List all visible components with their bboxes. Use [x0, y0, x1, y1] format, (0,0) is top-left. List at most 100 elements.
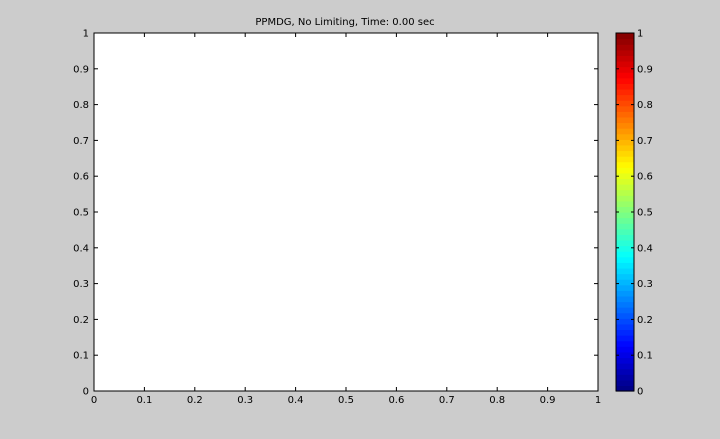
x-tick-label: 0.3 — [237, 395, 253, 406]
colorbar-cell — [616, 256, 634, 263]
colorbar-cell — [616, 184, 634, 191]
colorbar-cell — [616, 195, 634, 202]
colorbar-cell — [616, 206, 634, 213]
colorbar-cell — [616, 144, 634, 152]
y-tick-label: 1 — [83, 29, 89, 40]
colorbar-cell — [616, 335, 634, 342]
colorbar-cell — [616, 245, 634, 252]
colorbar-tick-label: 0.2 — [637, 315, 653, 326]
colorbar-cell — [616, 346, 634, 353]
colorbar-cell — [616, 33, 634, 40]
y-tick-label: 0.6 — [73, 172, 89, 183]
colorbar-cell — [616, 111, 634, 118]
x-tick-label: 0.6 — [388, 395, 404, 406]
y-tick-label: 0.5 — [73, 208, 89, 219]
x-tick-label: 0.5 — [338, 395, 354, 406]
colorbar-cell — [616, 284, 634, 291]
plot-frame — [93, 32, 599, 392]
colorbar-cell — [616, 178, 634, 185]
colorbar-cell — [616, 66, 634, 73]
colorbar-cell — [616, 239, 634, 247]
colorbar-cell — [616, 340, 634, 347]
x-tick-label: 0.7 — [439, 395, 455, 406]
colorbar-tick-label: 0.6 — [637, 172, 653, 183]
colorbar-cell — [616, 44, 634, 51]
colorbar-tick-label: 0.1 — [637, 351, 653, 362]
y-tick-label: 0.9 — [73, 64, 89, 75]
x-tick-label: 1 — [595, 395, 601, 406]
colorbar-cell — [616, 83, 634, 90]
y-tick-label: 0.4 — [73, 243, 89, 254]
colorbar-cell — [616, 318, 634, 325]
colorbar-tick-label: 1 — [637, 29, 643, 40]
colorbar-cell — [616, 379, 634, 387]
colorbar-cell — [616, 323, 634, 331]
x-tick-label: 0.4 — [288, 395, 304, 406]
y-tick-label: 0.1 — [73, 351, 89, 362]
colorbar-tick-label: 0.3 — [637, 279, 653, 290]
colorbar-cell — [616, 267, 634, 275]
colorbar-cell — [616, 55, 634, 62]
colorbar-cell — [616, 329, 634, 336]
colorbar-cell — [616, 77, 634, 84]
colorbar-gradient — [616, 33, 634, 392]
colorbar-cell — [616, 301, 634, 308]
colorbar-cell — [616, 38, 634, 45]
colorbar-cell — [616, 200, 634, 208]
colorbar-cell — [616, 295, 634, 303]
colorbar-cell — [616, 262, 634, 269]
colorbar-cell — [616, 217, 634, 224]
colorbar-cell — [616, 228, 634, 235]
x-tick-label: 0 — [91, 395, 97, 406]
colorbar-cell — [616, 307, 634, 314]
colorbar-tick-label: 0.7 — [637, 136, 653, 147]
colorbar-cell — [616, 234, 634, 241]
colorbar-cell — [616, 385, 634, 392]
colorbar-cell — [616, 133, 634, 140]
colorbar-cell — [616, 357, 634, 364]
colorbar-cell — [616, 139, 634, 146]
colorbar-cell — [616, 49, 634, 56]
colorbar-cell — [616, 251, 634, 258]
colorbar-cell — [616, 128, 634, 135]
colorbar-cell — [616, 279, 634, 286]
colorbar-frame — [615, 32, 635, 392]
colorbar-cell — [616, 167, 634, 174]
y-tick-label: 0.2 — [73, 315, 89, 326]
colorbar-cell — [616, 368, 634, 375]
x-tick-label: 0.8 — [489, 395, 505, 406]
colorbar-tick-label: 0.4 — [637, 243, 653, 254]
colorbar-tick-label: 0.5 — [637, 208, 653, 219]
colorbar-cell — [616, 161, 634, 168]
colorbar-cell — [616, 156, 634, 163]
colorbar-tick-label: 0.8 — [637, 100, 653, 111]
y-tick-label: 0.7 — [73, 136, 89, 147]
colorbar-cell — [616, 72, 634, 79]
colorbar-tick-label: 0 — [637, 387, 643, 398]
main-axes: 0 0.1 0.2 0.3 0.4 0.5 0.6 0.7 0.8 0.9 1 0 0.1 0.2 0.3… — [73, 29, 601, 407]
plot-area — [94, 33, 598, 391]
x-tick-label: 0.1 — [136, 395, 152, 406]
colorbar-cell — [616, 223, 634, 230]
colorbar-cell — [616, 312, 634, 319]
y-axis-ticks: 0 0.1 0.2 0.3 0.4 0.5 0.6 0.7 0.8 0.9 1 — [73, 29, 598, 398]
colorbar-cell — [616, 290, 634, 297]
colorbar-cell — [616, 273, 634, 280]
colorbar-tick-label: 0.9 — [637, 64, 653, 75]
colorbar-cell — [616, 116, 634, 124]
colorbar-cell — [616, 172, 634, 180]
colorbar-cell — [616, 100, 634, 107]
y-tick-label: 0.8 — [73, 100, 89, 111]
colorbar-cell — [616, 374, 634, 381]
colorbar-cell — [616, 351, 634, 359]
y-tick-label: 0.3 — [73, 279, 89, 290]
colorbar-cell — [616, 94, 634, 101]
colorbar-cell — [616, 122, 634, 129]
x-tick-label: 0.2 — [187, 395, 203, 406]
colorbar-cell — [616, 88, 634, 96]
x-axis-ticks: 0 0.1 0.2 0.3 0.4 0.5 0.6 0.7 0.8 0.9 1 — [91, 33, 601, 406]
colorbar-cell — [616, 105, 634, 112]
chart-title: PPMDG, No Limiting, Time: 0.00 sec — [255, 17, 434, 28]
